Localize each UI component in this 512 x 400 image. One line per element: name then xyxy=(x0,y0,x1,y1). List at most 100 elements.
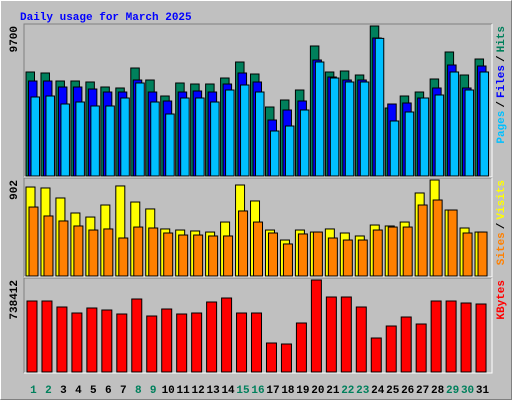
legend: KBytes xyxy=(496,280,508,320)
bar xyxy=(41,300,53,373)
x-tick-label: 10 xyxy=(162,385,175,397)
panel-edge-dark xyxy=(23,177,492,277)
x-tick-label: 5 xyxy=(90,385,97,397)
x-tick-label: 18 xyxy=(281,385,295,397)
x-tick-label: 29 xyxy=(446,385,459,397)
bar xyxy=(387,226,398,277)
legend-entry: Sites xyxy=(496,232,508,265)
bar xyxy=(118,237,129,277)
x-tick-label: 15 xyxy=(236,385,250,397)
bar xyxy=(327,237,338,277)
x-tick-label: 1 xyxy=(30,385,37,397)
bar xyxy=(355,306,367,373)
bar xyxy=(479,71,490,177)
x-tick-label: 12 xyxy=(192,385,205,397)
x-tick-label: 21 xyxy=(326,385,340,397)
panel-edge-dark xyxy=(23,23,492,177)
x-tick-label: 20 xyxy=(311,385,324,397)
x-tick-label: 13 xyxy=(206,385,220,397)
bar xyxy=(58,220,69,277)
bar xyxy=(310,279,322,373)
x-tick-label: 23 xyxy=(356,385,370,397)
bar xyxy=(445,300,457,373)
bar xyxy=(297,233,308,277)
bar xyxy=(146,315,158,373)
bar xyxy=(299,109,310,177)
bar xyxy=(180,97,190,177)
bar xyxy=(280,343,292,373)
x-tick-label: 22 xyxy=(341,385,354,397)
bar xyxy=(417,204,428,277)
legend: Sites / Visits xyxy=(496,180,508,265)
bar xyxy=(400,316,412,373)
bar xyxy=(432,199,443,277)
bar xyxy=(86,307,98,373)
bar xyxy=(206,301,218,373)
bar xyxy=(253,221,264,277)
bar xyxy=(90,105,100,177)
chart-title: Daily usage for March 2025 xyxy=(20,12,192,24)
bar xyxy=(282,243,293,277)
bar xyxy=(385,325,397,373)
bar xyxy=(344,81,355,177)
legend-entry: Visits xyxy=(496,180,508,220)
x-tick-label: 27 xyxy=(416,385,429,397)
x-tick-label: 14 xyxy=(221,385,235,397)
x-tick-label: 19 xyxy=(296,385,309,397)
bar xyxy=(30,96,40,177)
bar xyxy=(284,125,295,177)
legend-entry: Files xyxy=(496,65,508,98)
panel-edge-light xyxy=(24,24,493,178)
legend-entry: Hits xyxy=(496,26,508,52)
x-tick-label: 31 xyxy=(476,385,490,397)
x-tick-label: 8 xyxy=(135,385,142,397)
bar xyxy=(75,101,85,177)
bar xyxy=(135,82,145,177)
bar xyxy=(191,312,203,373)
x-tick-label: 25 xyxy=(386,385,400,397)
bar xyxy=(103,228,114,277)
x-tick-label: 6 xyxy=(105,385,112,397)
x-tick-label: 3 xyxy=(60,385,67,397)
bar xyxy=(165,113,175,177)
bar xyxy=(415,323,427,373)
bar xyxy=(255,91,265,177)
bar xyxy=(430,300,442,373)
y-tick-label: 738412 xyxy=(9,280,21,320)
bar xyxy=(340,296,352,373)
bar xyxy=(131,298,143,373)
bar xyxy=(236,312,248,373)
bar xyxy=(88,229,99,277)
bar xyxy=(71,312,83,373)
x-tick-label: 11 xyxy=(177,385,191,397)
legend: Pages / Files / Hits xyxy=(496,26,508,144)
legend-separator: / xyxy=(496,55,508,62)
bar xyxy=(267,232,278,277)
bar xyxy=(374,37,385,177)
bar xyxy=(225,89,235,177)
bar xyxy=(269,130,280,177)
bar xyxy=(251,312,263,373)
x-tick-label: 16 xyxy=(251,385,264,397)
panel-edge-light xyxy=(24,278,493,374)
bar xyxy=(329,77,340,177)
bar xyxy=(150,101,160,177)
panel-edge-light xyxy=(24,178,493,278)
bar xyxy=(210,101,220,177)
bar xyxy=(477,231,488,277)
y-tick-label: 902 xyxy=(9,180,21,200)
legend-separator: / xyxy=(496,222,508,229)
x-tick-label: 24 xyxy=(371,385,385,397)
bar xyxy=(447,209,458,277)
bar xyxy=(223,235,234,277)
bar xyxy=(101,309,113,373)
bar xyxy=(342,239,353,277)
bar xyxy=(359,81,370,177)
bar xyxy=(26,300,38,373)
bar xyxy=(208,235,219,277)
bar xyxy=(372,229,383,277)
bar xyxy=(462,232,473,277)
bar xyxy=(193,234,204,277)
